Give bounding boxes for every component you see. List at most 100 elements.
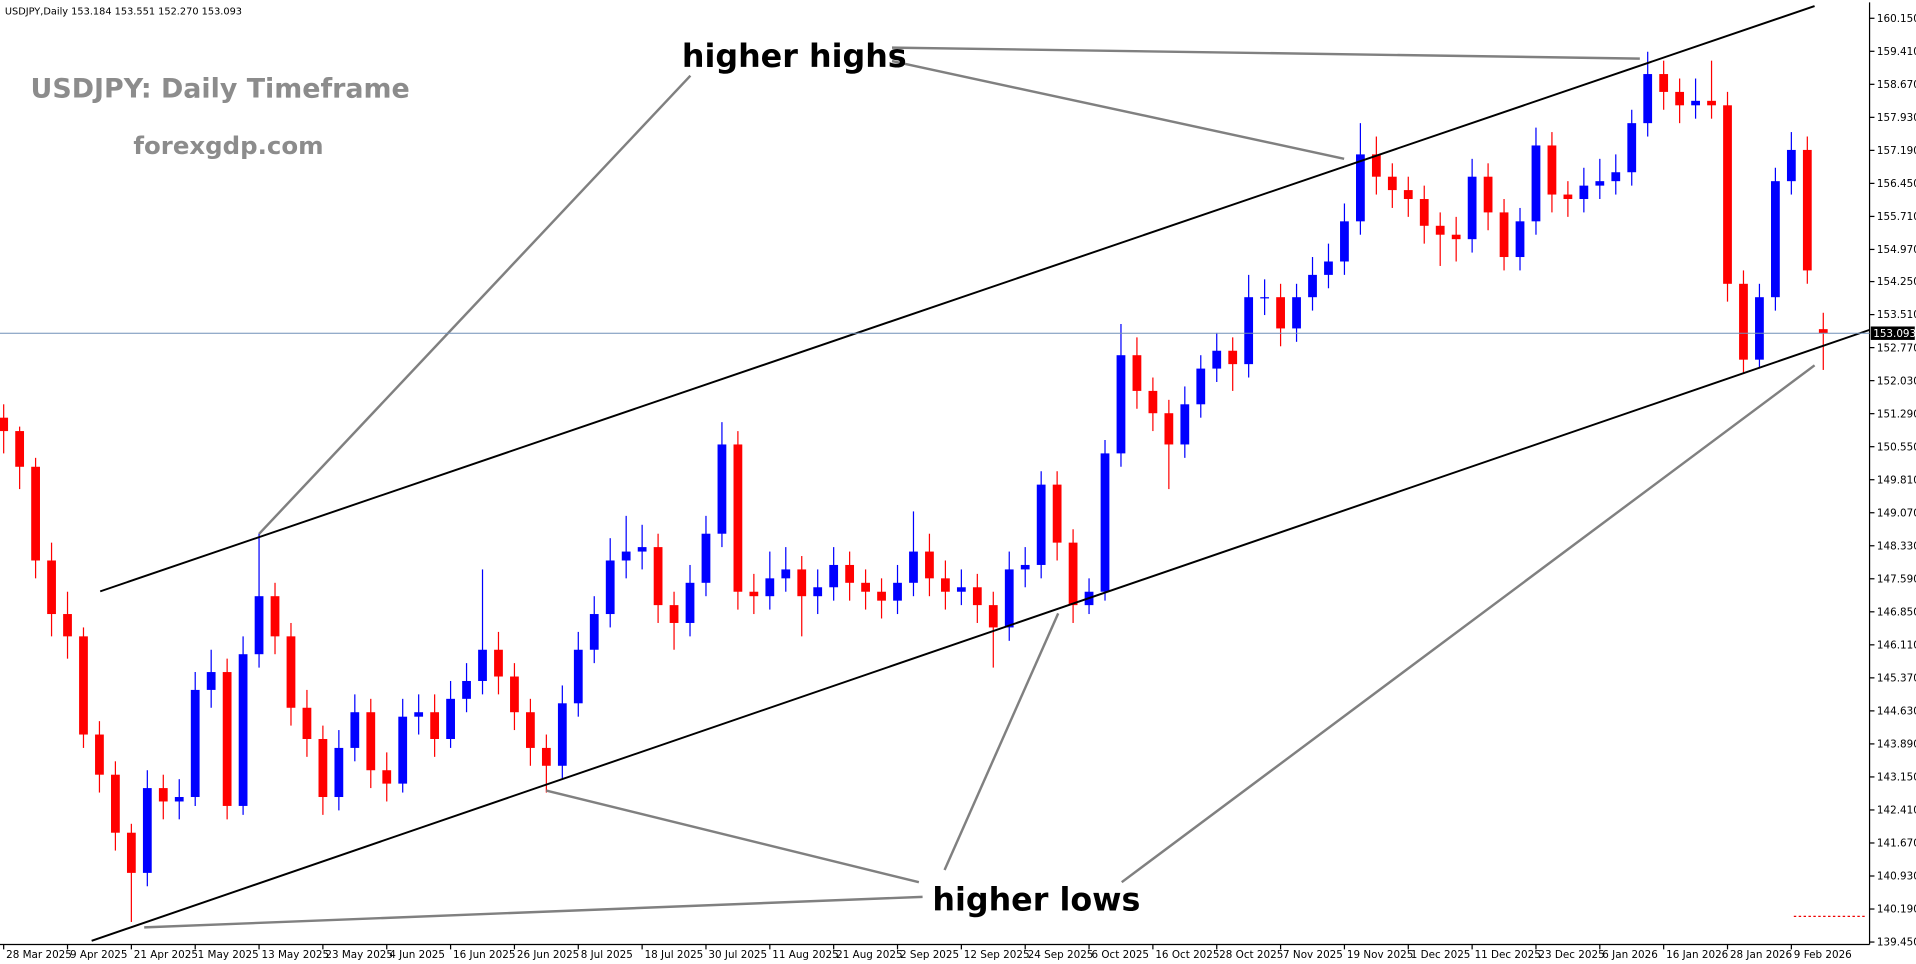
- candle-body: [765, 578, 775, 597]
- x-tick-label: 30 Jul 2025: [708, 949, 767, 961]
- y-tick-label: 151.290: [1877, 408, 1916, 420]
- candle-body: [446, 698, 455, 739]
- candle-body: [1276, 297, 1285, 329]
- y-tick-label: 149.070: [1877, 507, 1916, 519]
- candle-body: [1643, 74, 1653, 124]
- candle-body: [1244, 297, 1254, 365]
- candle-body: [1164, 413, 1174, 445]
- x-tick-label: 6 Oct 2025: [1091, 949, 1149, 961]
- candle-body: [685, 582, 695, 623]
- x-tick-label: 18 Jul 2025: [645, 949, 704, 961]
- candle-body: [382, 770, 392, 784]
- candle-body: [1563, 194, 1573, 200]
- annotation: higher highs: [682, 39, 907, 75]
- pointer: [943, 612, 1060, 871]
- candle-body: [972, 587, 982, 606]
- upper-channel: [99, 5, 1815, 593]
- y-tick-label: 154.250: [1877, 276, 1916, 288]
- candle-body: [1132, 355, 1142, 391]
- candle-body: [1595, 181, 1605, 186]
- candle-body: [1004, 569, 1014, 628]
- candle-body: [733, 444, 743, 592]
- candle-body: [222, 672, 232, 806]
- candle-body: [541, 747, 551, 766]
- x-tick-label: 4 Jun 2025: [389, 949, 445, 961]
- candle-body: [941, 578, 950, 592]
- y-tick-label: 139.450: [1877, 937, 1916, 949]
- y-tick-label: 154.970: [1877, 244, 1916, 256]
- candle-body: [1100, 453, 1110, 592]
- candle-body: [1707, 100, 1716, 106]
- candle-body: [174, 797, 184, 802]
- lower-channel: [91, 328, 1870, 942]
- candle-body: [95, 734, 104, 775]
- current-price-label: 153.093: [1873, 328, 1916, 340]
- x-tick-label: 16 Jun 2025: [453, 949, 515, 961]
- candle-body: [621, 551, 631, 561]
- y-tick-label: 143.890: [1877, 739, 1916, 751]
- header: USDJPY,Daily 153.184 153.551 152.270 153…: [5, 7, 242, 18]
- candle-body: [1659, 74, 1669, 92]
- annotation: higher lows: [932, 882, 1140, 918]
- candle-body: [1547, 145, 1557, 195]
- candle-body: [637, 547, 647, 552]
- candle-body: [909, 551, 918, 583]
- candle-body: [956, 587, 966, 592]
- y-tick-label: 153.510: [1877, 309, 1916, 321]
- candle-body: [63, 614, 72, 637]
- candle-body: [813, 587, 823, 597]
- candle-body: [1292, 297, 1301, 329]
- candle-body: [829, 564, 839, 588]
- candle-body: [366, 712, 376, 771]
- y-tick-label: 158.670: [1877, 79, 1916, 91]
- candle-body: [414, 712, 424, 717]
- candles: [0, 51, 1828, 922]
- candle-body: [350, 712, 360, 748]
- candle-body: [318, 738, 328, 798]
- candle-body: [1196, 368, 1206, 405]
- x-tick-label: 1 May 2025: [198, 949, 259, 961]
- y-tick-label: 140.930: [1877, 871, 1916, 883]
- candle-body: [1387, 176, 1397, 191]
- candle-body: [1531, 145, 1541, 222]
- x-tick-label: 16 Jan 2026: [1666, 949, 1728, 961]
- x-tick-label: 21 Apr 2025: [134, 949, 198, 961]
- y-tick-label: 156.450: [1877, 178, 1916, 190]
- candle-body: [1212, 350, 1222, 369]
- candle-body: [589, 614, 599, 650]
- candle-body: [15, 431, 25, 467]
- candle-body: [270, 596, 280, 637]
- candle-body: [749, 591, 759, 597]
- y-tick-label: 157.930: [1877, 112, 1916, 124]
- y-tick-label: 160.150: [1877, 13, 1916, 25]
- candle-body: [1403, 190, 1413, 200]
- candle-body: [573, 649, 583, 704]
- candle-body: [781, 569, 791, 579]
- x-tick-label: 9 Feb 2026: [1794, 949, 1852, 961]
- candle-body: [1515, 221, 1525, 258]
- candle-body: [494, 649, 503, 677]
- y-tick-label: 147.590: [1877, 573, 1916, 585]
- candle-body: [47, 560, 56, 615]
- candle-body: [1739, 283, 1748, 360]
- candle-body: [1755, 297, 1764, 360]
- y-tick-label: 155.710: [1877, 211, 1916, 223]
- candle-body: [238, 654, 248, 806]
- candle-body: [206, 672, 216, 690]
- candle-body: [1579, 185, 1589, 200]
- y-tick-label: 141.670: [1877, 838, 1916, 850]
- candle-body: [462, 680, 471, 699]
- candle-body: [1180, 404, 1190, 445]
- x-tick-label: 12 Sep 2025: [964, 949, 1030, 961]
- candle-body: [1308, 274, 1317, 298]
- candle-body: [286, 636, 296, 708]
- candle-body: [1675, 91, 1685, 106]
- x-tick-label: 13 May 2025: [261, 949, 329, 961]
- candle-body: [1356, 154, 1365, 222]
- y-tick-label: 144.630: [1877, 706, 1916, 718]
- candle-body: [1627, 123, 1637, 173]
- candle-body: [1771, 181, 1780, 298]
- x-tick-label: 26 Jun 2025: [517, 949, 579, 961]
